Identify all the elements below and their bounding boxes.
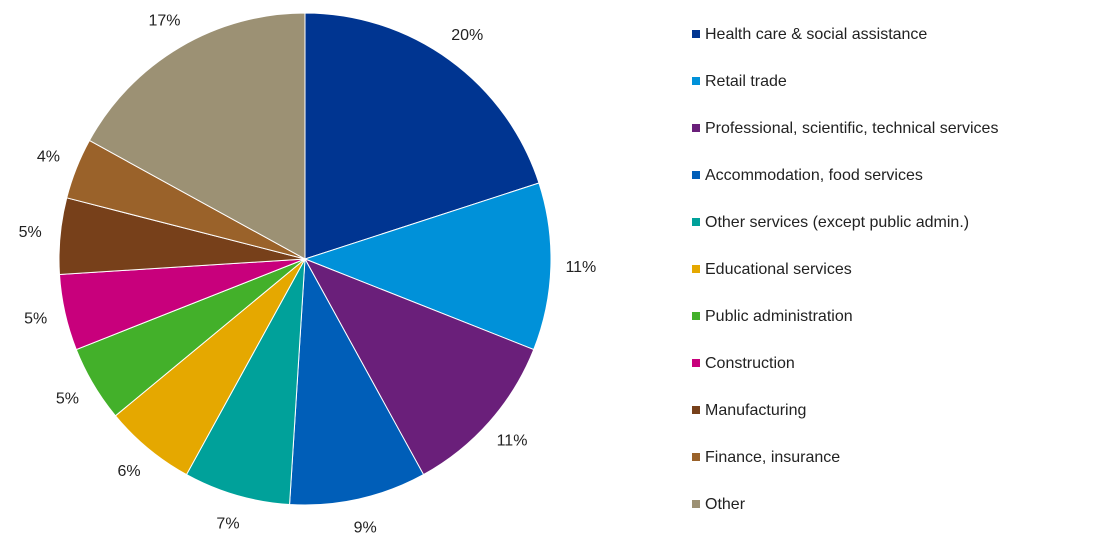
pie-slice — [185, 258, 306, 506]
legend-swatch — [692, 218, 700, 226]
data-label: 6% — [118, 463, 141, 480]
data-label: 9% — [354, 520, 377, 533]
data-label: 5% — [56, 391, 79, 408]
pie-slice — [289, 257, 425, 506]
legend-label: Professional, scientific, technical serv… — [705, 120, 998, 137]
data-label: 20% — [451, 27, 483, 44]
pie-slice — [304, 12, 540, 260]
data-label: 11% — [565, 259, 596, 276]
legend-label: Health care & social assistance — [705, 26, 927, 43]
data-label: 5% — [24, 310, 47, 327]
data-label: 11% — [497, 433, 528, 450]
legend-swatch — [692, 500, 700, 508]
pie-slice — [303, 258, 535, 476]
legend-label: Other services (except public admin.) — [705, 214, 969, 231]
legend-swatch — [692, 124, 700, 132]
data-label: 7% — [216, 515, 239, 532]
pie-slice — [88, 12, 306, 260]
data-label: 17% — [148, 13, 180, 30]
pie-slice — [303, 182, 552, 351]
legend-swatch — [692, 359, 700, 367]
legend-label: Construction — [705, 355, 795, 372]
legend-label: Accommodation, food services — [705, 167, 923, 184]
legend-swatch — [692, 453, 700, 461]
legend-swatch — [692, 406, 700, 414]
legend-label: Educational services — [705, 261, 852, 278]
legend-label: Other — [705, 496, 746, 513]
legend-swatch — [692, 265, 700, 273]
legend-swatch — [692, 30, 700, 38]
legend-swatch — [692, 77, 700, 85]
legend-label: Finance, insurance — [705, 449, 840, 466]
legend-label: Retail trade — [705, 73, 787, 90]
legend-swatch — [692, 171, 700, 179]
data-label: 4% — [37, 149, 60, 166]
data-label: 5% — [19, 224, 42, 241]
legend-swatch — [692, 312, 700, 320]
legend-label: Public administration — [705, 308, 853, 325]
legend-label: Manufacturing — [705, 402, 806, 419]
